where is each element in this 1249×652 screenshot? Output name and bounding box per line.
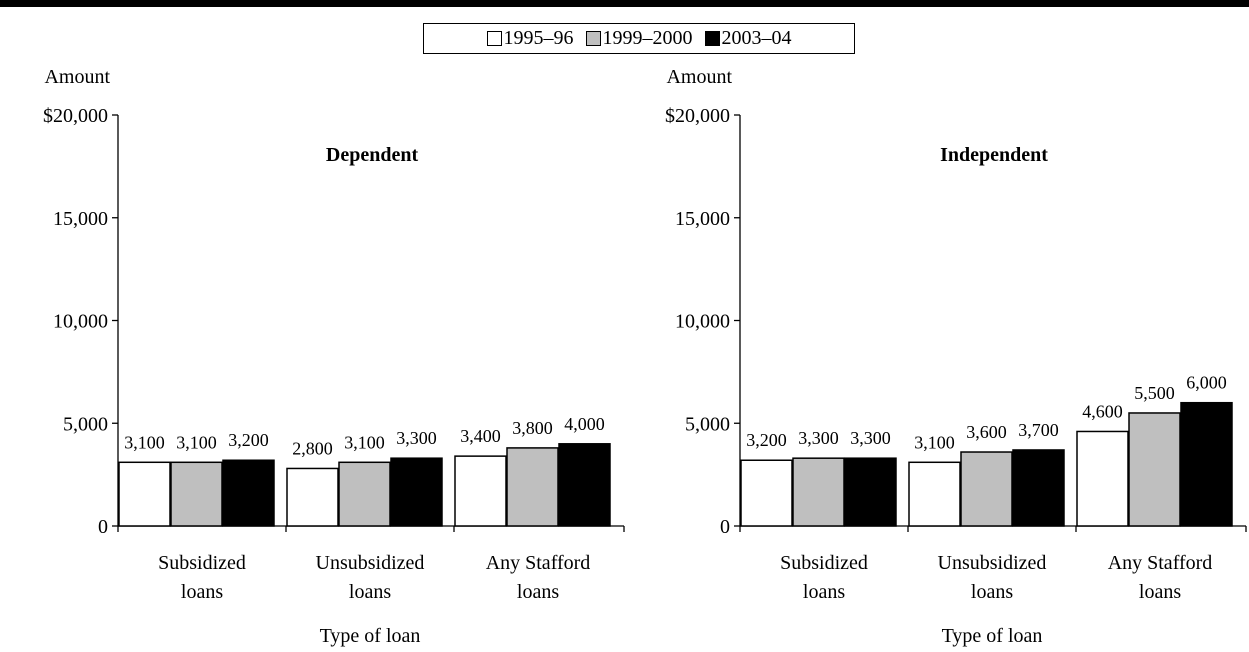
- ind-bar-1-2: [1012, 449, 1065, 527]
- dep-y-tick-label-2: 10,000: [53, 311, 108, 333]
- dep-y-tick-label-4: $20,000: [43, 105, 108, 127]
- ind-bar-0-1: [792, 457, 845, 527]
- ind-category-label-0-line1: Subsidized: [780, 552, 868, 574]
- ind-y-tick-label-3: 15,000: [675, 208, 730, 230]
- ind-bar-2-0: [1076, 430, 1129, 527]
- dep-bar-0-1: [170, 461, 223, 527]
- ind-data-label-1-1: 3,600: [966, 422, 1007, 442]
- ind-y-tick-label-0: 0: [720, 516, 730, 538]
- ind-data-label-2-1: 5,500: [1134, 383, 1175, 403]
- ind-y-tick-label-1: 5,000: [685, 413, 730, 435]
- legend-swatch-1995-96: [486, 31, 502, 46]
- dep-category-label-1-line1: Unsubsidized: [316, 552, 425, 574]
- ind-category-label-0-line2: loans: [803, 581, 845, 603]
- ind-data-label-1-2: 3,700: [1018, 420, 1059, 440]
- ind-bar-1-1: [960, 451, 1013, 527]
- dep-bar-1-1: [338, 461, 391, 527]
- ind-category-label-1-line1: Unsubsidized: [938, 552, 1047, 574]
- dep-y-axis-title: Amount: [44, 66, 110, 88]
- top-rule: [0, 0, 1249, 7]
- ind-bar-1-0: [908, 461, 961, 527]
- dep-bar-0-0: [118, 461, 171, 527]
- dep-data-label-2-0: 3,400: [460, 426, 501, 446]
- ind-category-label-2-line2: loans: [1139, 581, 1181, 603]
- ind-data-label-2-0: 4,600: [1082, 401, 1123, 421]
- dep-chart-title: Dependent: [326, 144, 419, 166]
- ind-category-label-1-line2: loans: [971, 581, 1013, 603]
- ind-bar-0-2: [844, 457, 897, 527]
- legend-label-1999-2000: 1999–2000: [602, 27, 693, 49]
- dep-data-label-0-1: 3,100: [176, 432, 217, 452]
- ind-x-axis-title: Type of loan: [942, 625, 1043, 647]
- dep-category-label-1-line2: loans: [349, 581, 391, 603]
- ind-data-label-1-0: 3,100: [914, 432, 955, 452]
- dep-y-tick-label-3: 15,000: [53, 208, 108, 230]
- dep-data-label-0-2: 3,200: [228, 430, 269, 450]
- dep-data-label-1-1: 3,100: [344, 432, 385, 452]
- dep-bar-1-2: [390, 457, 443, 527]
- dep-bar-2-0: [454, 455, 507, 527]
- dep-category-label-0-line2: loans: [181, 581, 223, 603]
- dep-data-label-1-2: 3,300: [396, 428, 437, 448]
- legend-label-2003-04: 2003–04: [721, 27, 792, 49]
- dep-category-label-0-line1: Subsidized: [158, 552, 246, 574]
- ind-data-label-0-0: 3,200: [746, 430, 787, 450]
- ind-category-label-2-line1: Any Stafford: [1108, 552, 1213, 574]
- dep-x-axis-title: Type of loan: [320, 625, 421, 647]
- dep-y-tick-label-1: 5,000: [63, 413, 108, 435]
- legend-item-1995-96: 1995–96: [486, 27, 574, 50]
- dep-bar-1-0: [286, 467, 339, 527]
- ind-data-label-0-1: 3,300: [798, 428, 839, 448]
- ind-data-label-0-2: 3,300: [850, 428, 891, 448]
- ind-chart-title: Independent: [940, 144, 1048, 166]
- dep-data-label-0-0: 3,100: [124, 432, 165, 452]
- ind-bar-2-2: [1180, 401, 1233, 527]
- dep-y-tick-label-0: 0: [98, 516, 108, 538]
- ind-data-label-2-2: 6,000: [1186, 373, 1227, 393]
- ind-bar-0-0: [740, 459, 793, 527]
- dep-bar-2-1: [506, 447, 559, 527]
- dep-bar-2-2: [558, 443, 611, 527]
- dep-bar-0-2: [222, 459, 275, 527]
- legend: 1995–96 1999–2000 2003–04: [423, 23, 855, 54]
- dep-category-label-2-line1: Any Stafford: [486, 552, 591, 574]
- legend-label-1995-96: 1995–96: [503, 27, 574, 49]
- ind-y-axis-title: Amount: [666, 66, 732, 88]
- ind-y-tick-label-4: $20,000: [665, 105, 730, 127]
- dep-data-label-2-2: 4,000: [564, 414, 605, 434]
- dep-category-label-2-line2: loans: [517, 581, 559, 603]
- legend-swatch-1999-2000: [585, 31, 601, 46]
- dep-data-label-1-0: 2,800: [292, 438, 333, 458]
- legend-item-1999-2000: 1999–2000: [585, 27, 693, 50]
- ind-bar-2-1: [1128, 412, 1181, 527]
- legend-swatch-2003-04: [704, 31, 720, 46]
- ind-y-tick-label-2: 10,000: [675, 311, 730, 333]
- legend-item-2003-04: 2003–04: [704, 27, 792, 50]
- dep-data-label-2-1: 3,800: [512, 418, 553, 438]
